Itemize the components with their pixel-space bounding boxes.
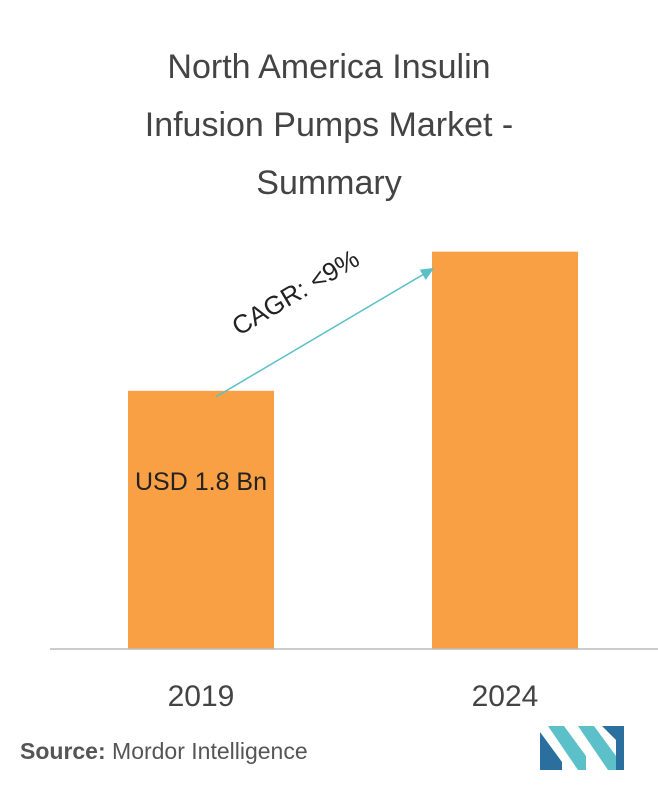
- source-text: Mordor Intelligence: [112, 738, 308, 764]
- data-label-2019: USD 1.8 Bn: [135, 468, 267, 496]
- x-tick-label-2019: 2019: [168, 680, 235, 713]
- chart-title-line-3: Summary: [256, 164, 402, 202]
- bar-2019: [128, 390, 274, 649]
- source-note: Source: Mordor Intelligence: [20, 738, 308, 765]
- mordor-intelligence-logo: [540, 726, 624, 770]
- cagr-annotation: CAGR: <9%: [227, 243, 365, 341]
- bar-2024: [432, 251, 578, 649]
- chart-title-line-2: Infusion Pumps Market -: [144, 106, 514, 144]
- bar-chart: 2019 USD 1.8 Bn 2024 CAGR: <9%: [50, 243, 658, 713]
- chart-title: North America Insulin Infusion Pumps Mar…: [0, 38, 658, 212]
- cagr-arrow: [215, 267, 435, 398]
- x-tick-label-2024: 2024: [472, 680, 539, 713]
- chart-title-line-1: North America Insulin: [167, 48, 491, 86]
- source-label: Source:: [20, 738, 106, 764]
